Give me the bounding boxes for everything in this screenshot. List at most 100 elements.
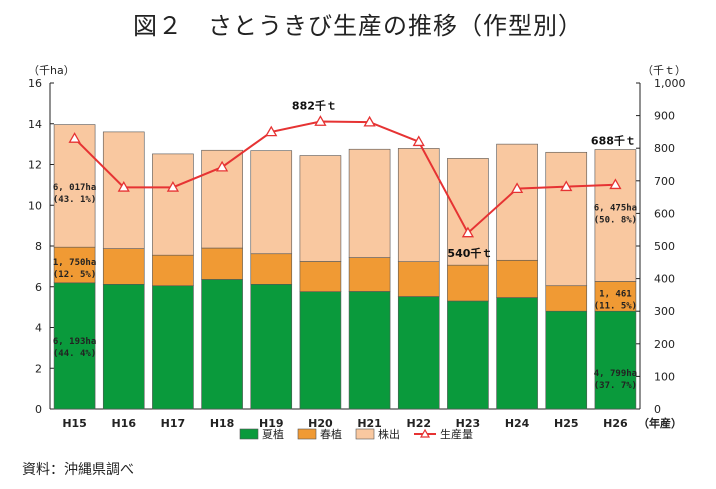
production-line bbox=[73, 120, 616, 235]
legend-swatch bbox=[239, 428, 259, 440]
bar-segment bbox=[152, 285, 194, 410]
bar-segment bbox=[102, 248, 145, 285]
x-tick-label: H25 bbox=[554, 417, 579, 430]
x-tick-label: H18 bbox=[210, 417, 235, 430]
bar-segment bbox=[250, 150, 293, 255]
bar-segment bbox=[53, 246, 96, 284]
bar-segment bbox=[299, 261, 342, 292]
x-tick-label: H17 bbox=[161, 417, 186, 430]
y-right-tick-label: 700 bbox=[654, 175, 675, 188]
bar-segment bbox=[397, 296, 440, 410]
legend-group: 夏植 春植 株出 生産量 bbox=[239, 427, 473, 441]
bar-segment bbox=[102, 284, 145, 410]
bar-segment bbox=[545, 285, 588, 312]
data-label-h26-natsu: (37. 7%) bbox=[594, 381, 637, 391]
line-point-marker bbox=[461, 226, 475, 238]
bar-segment bbox=[348, 291, 391, 410]
y-right-tick-label: 300 bbox=[654, 305, 675, 318]
x-tick-label: H21 bbox=[357, 417, 382, 430]
y-right-tick-label: 500 bbox=[654, 240, 675, 253]
y-left-tick-label: 4 bbox=[35, 322, 42, 335]
bar-segment bbox=[447, 158, 489, 266]
x-tick-label: H22 bbox=[406, 417, 431, 430]
line-point-marker bbox=[412, 135, 425, 147]
bar-segment bbox=[545, 310, 588, 410]
bar-segment bbox=[250, 284, 293, 410]
bar-segment bbox=[496, 259, 538, 298]
bar-segment bbox=[53, 282, 96, 410]
line-point-marker bbox=[560, 180, 573, 192]
y-left-tick-label: 16 bbox=[28, 77, 42, 90]
data-label-h26-haru: 1, 461 bbox=[599, 289, 632, 299]
y-left-tick-label: 10 bbox=[28, 199, 42, 212]
y-right-unit-label: （千ｔ） bbox=[642, 64, 686, 77]
bar-segment bbox=[201, 279, 243, 410]
bar-segment bbox=[594, 149, 637, 282]
legend-marker bbox=[419, 428, 431, 438]
line-point-marker bbox=[166, 181, 180, 192]
line-point-marker bbox=[117, 181, 130, 192]
x-tick-label: H24 bbox=[505, 417, 530, 430]
data-label-h15-kabude: 6, 017ha bbox=[53, 183, 96, 193]
data-label-h15-natsu: (44. 4%) bbox=[53, 349, 96, 359]
data-label-h26-kabude: 6, 475ha bbox=[594, 203, 637, 213]
y-right-tick-label: 100 bbox=[654, 370, 675, 383]
x-tick-label: H20 bbox=[308, 417, 333, 430]
data-label-h26-natsu: 4, 799ha bbox=[594, 369, 637, 379]
labels-group: 6, 017ha (43. 1%) 1, 750ha (12. 5%) 6, 193ha… bbox=[53, 98, 637, 391]
line-point-marker bbox=[68, 132, 81, 143]
stacked-bar-line-chart: 0 2 4 6 8 10 12 14 16 0 100 200 300 400 500 600 700 800 90… bbox=[28, 64, 686, 441]
bar-segment bbox=[152, 153, 194, 256]
data-label-h23-line: 540千ｔ bbox=[447, 246, 492, 260]
y-right-tick-label: 200 bbox=[654, 338, 675, 351]
bar-segment bbox=[299, 155, 342, 262]
source-note: 資料：沖縄県調べ bbox=[22, 462, 134, 478]
bar-segment bbox=[496, 297, 538, 410]
legend-label: 春植 bbox=[320, 427, 342, 441]
y-right-tick-label: 1,000 bbox=[654, 77, 686, 90]
data-label-h15-haru: 1, 750ha bbox=[53, 258, 96, 268]
y-left-tick-label: 8 bbox=[35, 240, 42, 253]
x-tick-label: H15 bbox=[62, 417, 87, 430]
bar-segment bbox=[152, 254, 194, 287]
line-point-marker bbox=[609, 178, 622, 190]
data-label-h20-line: 882千ｔ bbox=[292, 98, 337, 112]
y-left-tick-label: 6 bbox=[35, 281, 42, 294]
line-point-marker bbox=[215, 160, 229, 172]
bar-segment bbox=[53, 124, 96, 248]
y-right-tick-label: 400 bbox=[654, 273, 675, 286]
y-left-tick-label: 12 bbox=[28, 159, 42, 172]
chart-title: 図２ さとうきび生産の推移（作型別） bbox=[133, 12, 583, 40]
bar-segment bbox=[594, 281, 637, 312]
legend-swatch bbox=[297, 428, 317, 440]
bar-segment bbox=[594, 310, 637, 410]
x-tick-label: H26 bbox=[603, 417, 628, 430]
y-right-tick-label: 0 bbox=[654, 403, 661, 416]
y-right-tick-label: 900 bbox=[654, 110, 675, 123]
bar-segment bbox=[447, 300, 489, 410]
bars-group bbox=[53, 124, 637, 410]
line-point-marker bbox=[265, 125, 278, 137]
data-label-h26-haru: (11. 5%) bbox=[594, 301, 637, 311]
x-tick-label: H23 bbox=[456, 417, 481, 430]
bar-segment bbox=[397, 148, 440, 262]
data-label-h15-kabude: (43. 1%) bbox=[53, 195, 96, 205]
data-label-h15-haru: (12. 5%) bbox=[53, 270, 96, 280]
x-tick-label: H16 bbox=[111, 417, 136, 430]
legend-label: 株出 bbox=[378, 427, 400, 441]
bar-segment bbox=[201, 247, 243, 280]
y-left-tick-label: 0 bbox=[35, 403, 42, 416]
y-left-unit-label: （千ha） bbox=[28, 64, 75, 77]
bar-segment bbox=[250, 253, 293, 285]
y-right-tick-label: 600 bbox=[654, 207, 675, 220]
bar-segment bbox=[447, 264, 489, 302]
data-label-h26-kabude: (50. 8%) bbox=[594, 215, 637, 225]
axes-group: 0 2 4 6 8 10 12 14 16 0 100 200 300 400 500 600 700 800 90… bbox=[28, 64, 686, 430]
bar-segment bbox=[299, 291, 342, 410]
y-left-tick-label: 2 bbox=[35, 362, 42, 375]
legend-swatch bbox=[355, 428, 375, 440]
y-right-tick-label: 800 bbox=[654, 142, 675, 155]
x-unit-label: （年産） bbox=[638, 416, 682, 430]
line-series-group bbox=[68, 115, 622, 238]
data-label-h15-natsu: 6, 193ha bbox=[53, 337, 96, 347]
